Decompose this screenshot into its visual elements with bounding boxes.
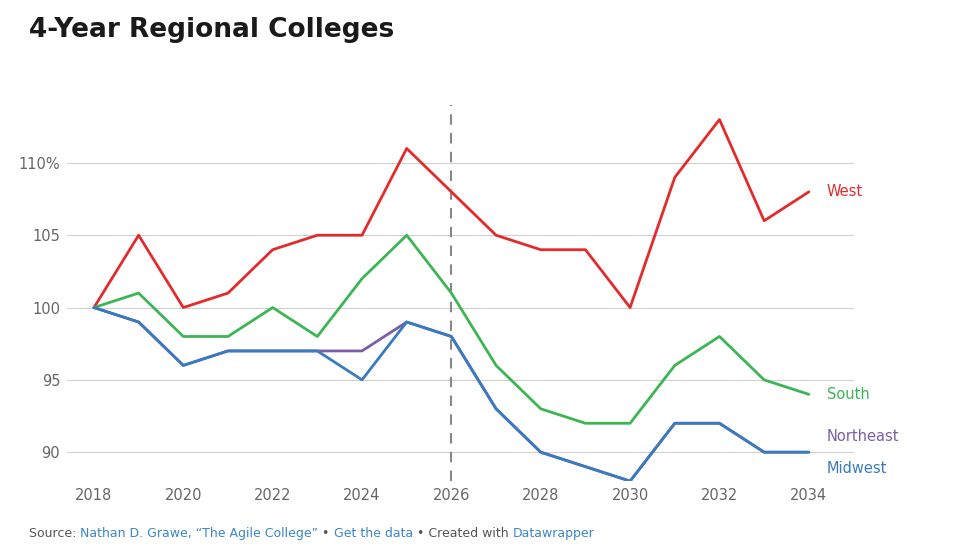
Text: West: West [827,184,863,199]
Text: Source:: Source: [29,526,81,540]
Text: •: • [318,526,334,540]
Text: Northeast: Northeast [827,429,900,444]
Text: Midwest: Midwest [827,461,887,476]
Text: Get the data: Get the data [334,526,412,540]
Text: South: South [827,387,870,402]
Text: Nathan D. Grawe, “The Agile College”: Nathan D. Grawe, “The Agile College” [81,526,318,540]
Text: Datawrapper: Datawrapper [512,526,595,540]
Text: • Created with: • Created with [412,526,512,540]
Text: 4-Year Regional Colleges: 4-Year Regional Colleges [29,17,394,43]
